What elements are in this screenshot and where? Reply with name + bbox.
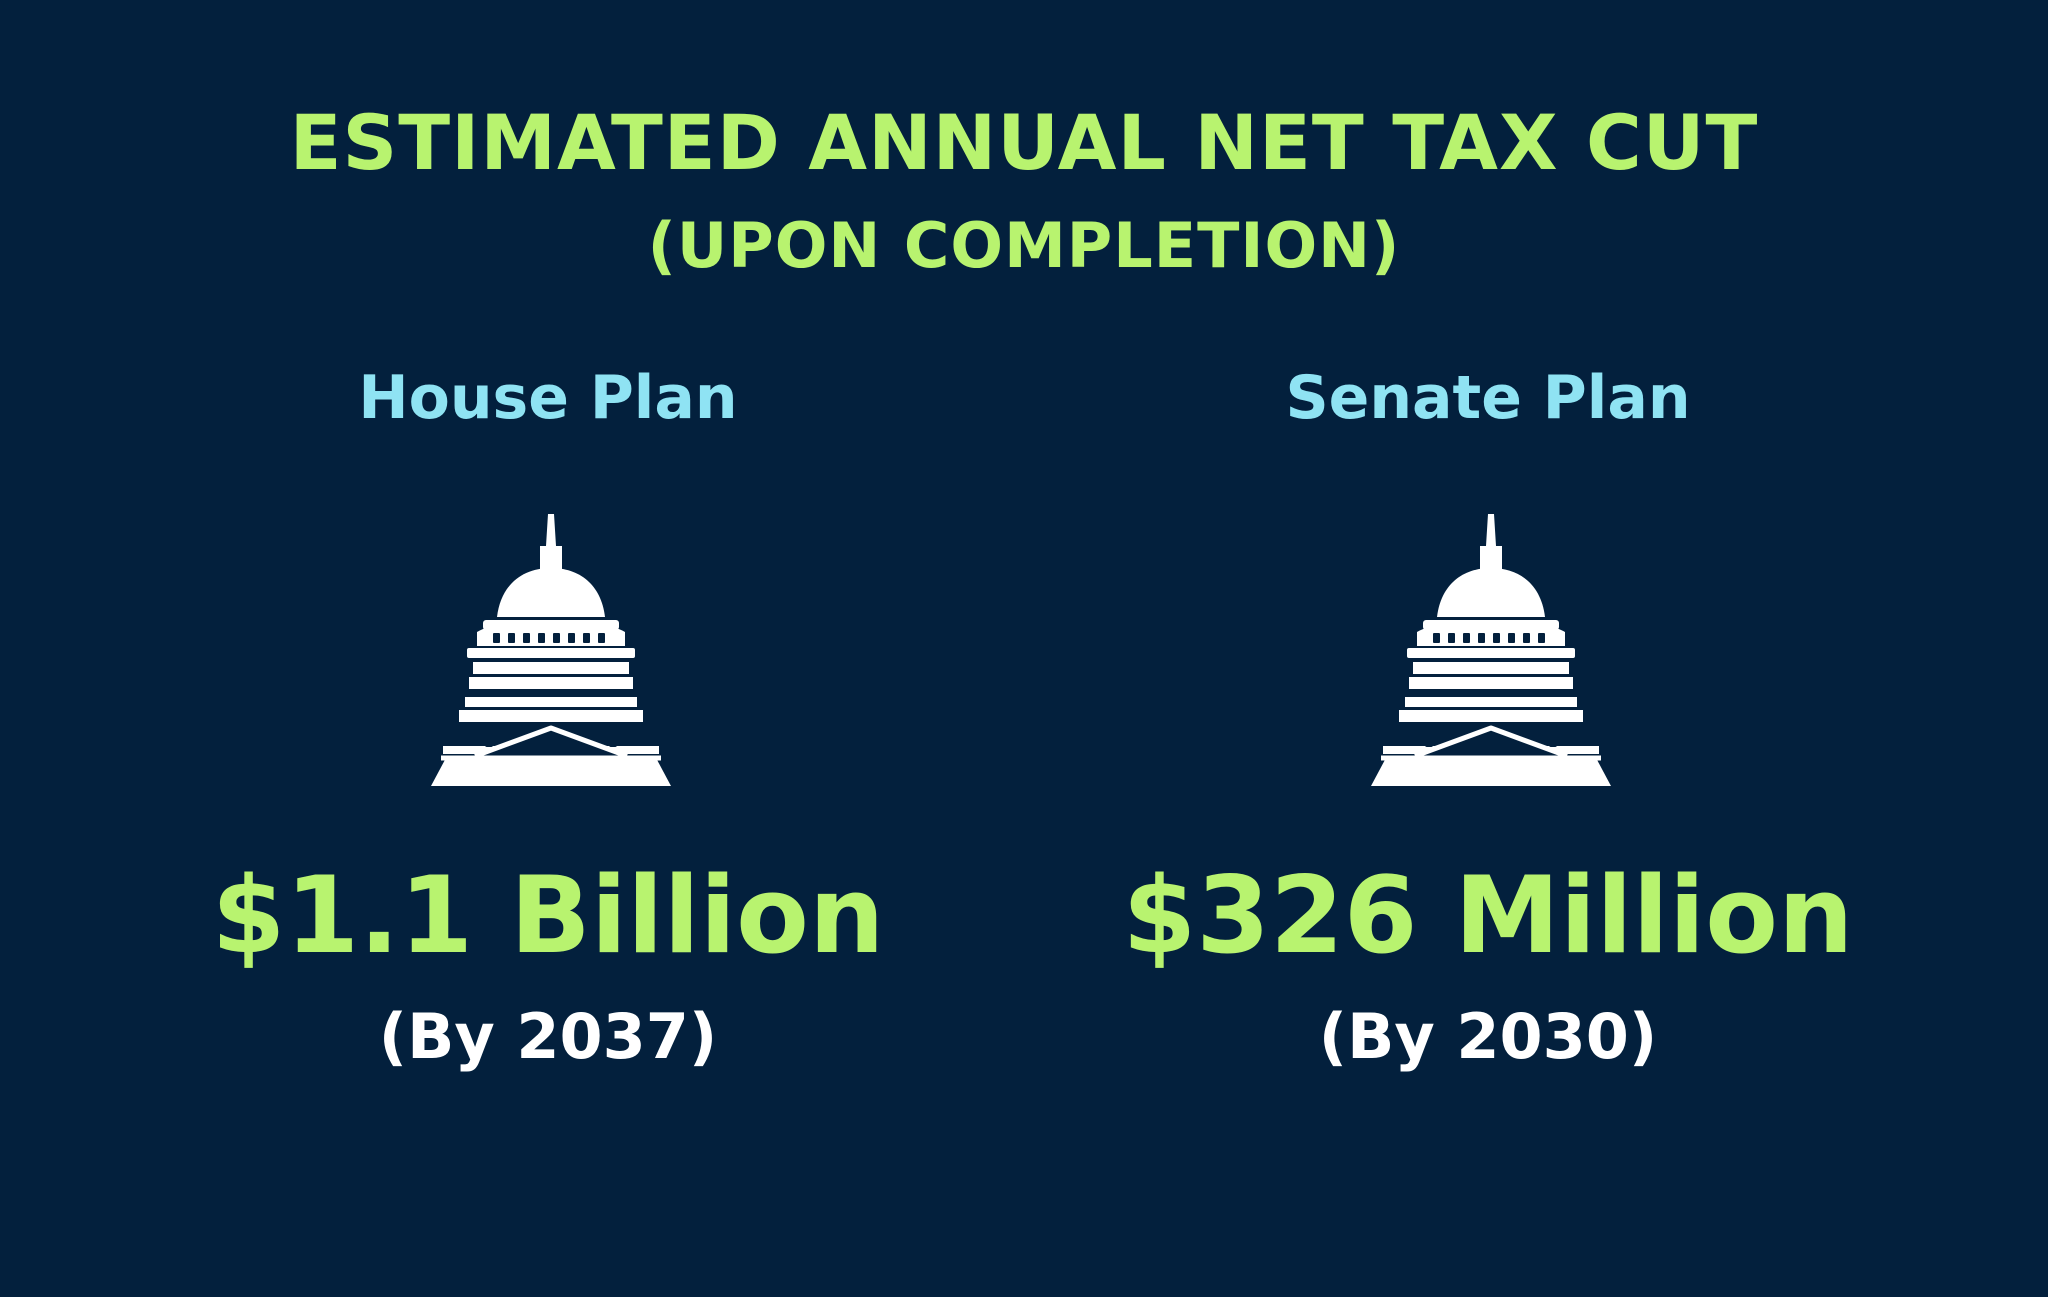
senate-plan-section: Senate Plan — [1108, 0, 1868, 1297]
house-plan-section: House Plan — [168, 0, 928, 1297]
house-completion-year: (By 2037) — [378, 1000, 718, 1073]
senate-completion-year: (By 2030) — [1318, 1000, 1658, 1073]
page-subtitle: (UPON COMPLETION) — [647, 209, 1401, 282]
plan-title-house: House Plan — [358, 363, 738, 433]
page-title: ESTIMATED ANNUAL NET TAX CUT — [289, 98, 1759, 187]
capitol-building-icon — [431, 514, 671, 786]
house-tax-cut-amount: $1.1 Billion — [211, 854, 885, 977]
capitol-building-icon — [1371, 514, 1611, 786]
senate-tax-cut-amount: $326 Million — [1122, 854, 1854, 977]
plan-title-senate: Senate Plan — [1285, 363, 1691, 433]
